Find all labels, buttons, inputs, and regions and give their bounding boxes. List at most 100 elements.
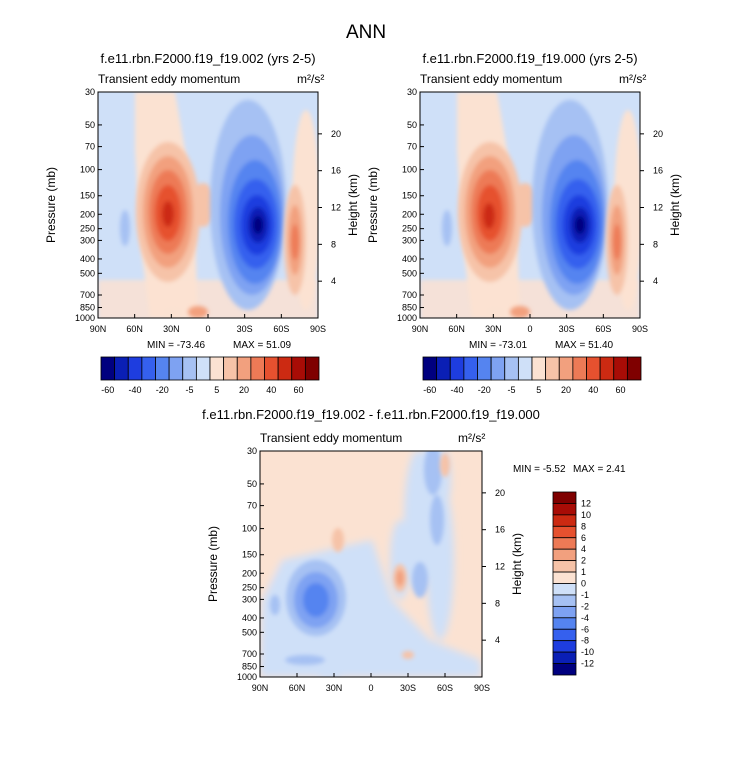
southern-positive [606,185,628,295]
height-tick-label: 16 [331,166,341,176]
colorbar-label: -8 [581,636,589,646]
lat-tick-label: 30S [559,324,575,334]
y-axis-label: Pressure (mb) [366,167,380,243]
pressure-tick-label: 500 [402,268,417,278]
pressure-tick-label: 100 [242,524,257,534]
contour-field [420,92,640,318]
y-axis-label-right: Height (km) [668,174,682,236]
lat-tick-label: 60N [448,324,465,334]
colorbar-swatch [613,356,628,381]
colorbar-label: 60 [616,385,626,395]
contour-field [260,451,482,677]
lat-tick-label: 30N [163,324,180,334]
colorbar-swatch [517,356,533,381]
pressure-tick-label: 400 [80,254,95,264]
colorbar-label: 4 [581,544,586,554]
pressure-tick-label: 400 [242,613,257,623]
colorbar-label: 1 [581,567,586,577]
lat-tick-label: 90N [412,324,429,334]
max-label: MAX = 51.40 [555,340,614,351]
height-tick-label: 12 [331,203,341,213]
lat-tick-label: 30N [326,683,343,693]
pressure-tick-label: 200 [80,209,95,219]
height-tick-label: 8 [331,239,336,249]
colorbar-label: -40 [451,385,464,395]
lat-tick-label: 30S [400,683,416,693]
height-tick-label: 8 [495,598,500,608]
height-tick-label: 20 [331,129,341,139]
colorbar-swatch [100,356,116,381]
y-axis-label: Pressure (mb) [206,526,220,602]
colorbar-swatch [626,356,642,381]
max-label: MAX = 51.09 [233,340,292,351]
colorbar-swatch [114,356,129,381]
colorbar-label: -1 [581,590,589,600]
colorbar-swatch [552,583,577,596]
min-label: MIN = -73.01 [469,340,528,351]
colorbar-swatch [436,356,451,381]
pressure-tick-label: 400 [402,254,417,264]
colorbar-swatch [250,356,265,381]
pressure-tick-label: 1000 [75,313,95,323]
colorbar-label: 40 [266,385,276,395]
lat-tick-label: 30N [485,324,502,334]
pressure-tick-label: 70 [85,142,95,152]
colorbar-swatch [223,356,238,381]
y-axis-label: Pressure (mb) [44,167,58,243]
colorbar-label: 20 [561,385,571,395]
lat-tick-label: 60S [437,683,453,693]
y-axis-label-right: Height (km) [510,533,524,595]
pressure-tick-label: 850 [242,662,257,672]
colorbar-label: -2 [581,601,589,611]
colorbar-label: 10 [581,510,591,520]
lat-tick-label: 60N [289,683,306,693]
field-label: Transient eddy momentum [420,72,562,86]
lat-tick-label: 90S [310,324,326,334]
positive-jet [458,142,537,282]
colorbar-swatch [236,356,252,381]
colorbar-case-002: -60 -40 -20 -5 5 20 40 60 [100,356,320,395]
pressure-tick-label: 30 [407,87,417,97]
negative-jet [210,100,286,310]
pressure-tick-label: 250 [402,224,417,234]
field-label: Transient eddy momentum [98,72,240,86]
colorbar-label: -4 [581,613,589,623]
colorbar-swatch [599,356,615,381]
pressure-tick-label: 700 [80,290,95,300]
colorbar-swatch [552,651,577,664]
colorbar-swatch [552,503,577,516]
y-axis-label-right: Height (km) [346,174,360,236]
colorbar-swatch [531,356,547,381]
colorbar-swatch [558,356,574,381]
colorbar-swatch [422,356,438,381]
negative-jet [532,100,608,310]
contour-field [98,92,318,318]
colorbar-swatch [155,356,170,381]
colorbar-label: 0 [581,579,586,589]
height-tick-label: 4 [331,276,336,286]
lat-tick-label: 90N [90,324,107,334]
lat-tick-label: 90S [632,324,648,334]
panel-title: f.e11.rbn.F2000.f19_f19.002 - f.e11.rbn.… [202,407,540,422]
lat-tick-label: 60N [126,324,143,334]
colorbar-swatch [545,356,560,381]
field-label: Transient eddy momentum [260,431,402,445]
pressure-tick-label: 1000 [397,313,417,323]
pressure-tick-label: 70 [407,142,417,152]
colorbar-swatch [127,356,143,381]
lat-tick-label: 0 [527,324,532,334]
colorbar-swatch [504,356,519,381]
colorbar-label: -12 [581,659,594,669]
negative-anomaly [286,560,346,636]
pressure-tick-label: 300 [80,235,95,245]
colorbar-swatch [552,537,577,550]
lat-tick-label: 90S [474,683,490,693]
colorbar-swatch [264,356,279,381]
positive-jet [136,142,215,282]
pressure-tick-label: 150 [402,191,417,201]
colorbar-swatch [552,571,577,584]
colorbar-swatch [552,605,577,619]
colorbar-label: -5 [186,385,194,395]
lat-tick-label: 0 [368,683,373,693]
